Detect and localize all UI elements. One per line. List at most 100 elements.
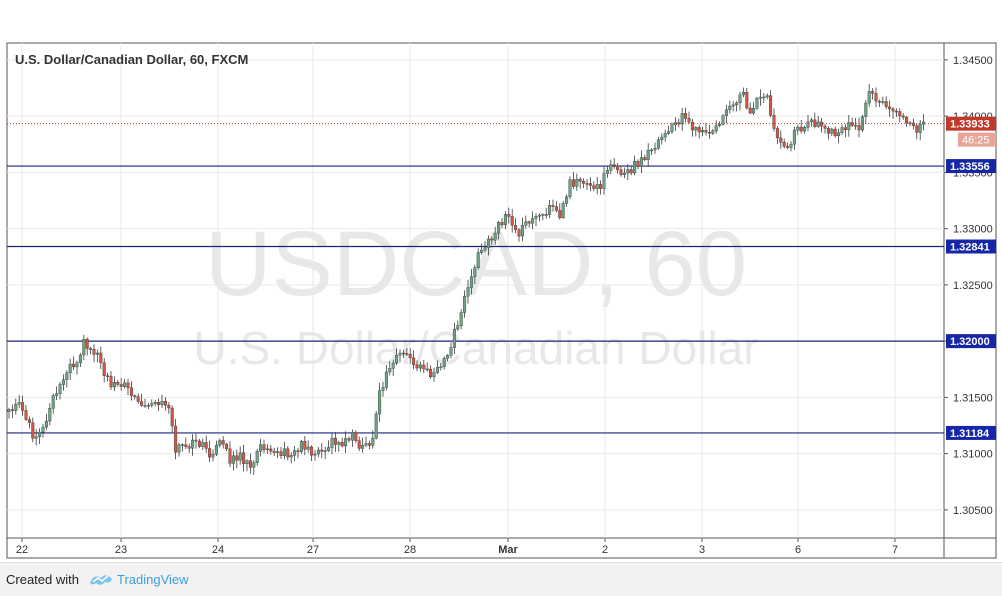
- candle-body: [374, 413, 378, 439]
- tradingview-logo-icon[interactable]: [88, 569, 114, 589]
- candle-body: [123, 382, 127, 387]
- candle-body: [847, 122, 851, 130]
- candle-body: [690, 121, 694, 131]
- candle-body: [779, 137, 783, 143]
- candle-body: [571, 179, 575, 187]
- candle-body: [694, 127, 698, 131]
- candle-body: [704, 129, 708, 133]
- candle-body: [762, 96, 766, 99]
- candle-body: [422, 364, 426, 370]
- candle-body: [755, 97, 759, 109]
- plot-frame: [6, 42, 997, 559]
- candle-body: [646, 149, 650, 160]
- candle-body: [160, 401, 164, 405]
- level-label-bg: [946, 239, 996, 254]
- candle-body: [228, 448, 232, 464]
- candle-body: [595, 184, 599, 189]
- candle-body: [772, 115, 776, 129]
- candle-body: [415, 364, 419, 369]
- candle-body: [357, 440, 361, 449]
- watermark-symbol: USDCAD, 60: [205, 213, 747, 315]
- candle-body: [741, 91, 745, 96]
- candle-body: [163, 401, 167, 406]
- candles-group: [7, 84, 926, 475]
- candle-body: [575, 178, 579, 187]
- candle-body: [85, 338, 89, 349]
- candle-body: [296, 450, 300, 452]
- candle-body: [153, 402, 157, 404]
- candle-body: [279, 451, 283, 456]
- candle-body: [282, 448, 286, 456]
- candle-body: [612, 164, 616, 166]
- candle-body: [218, 440, 222, 446]
- y-tick-label: 1.34500: [953, 55, 993, 67]
- candle-body: [714, 125, 718, 132]
- candle-body: [21, 402, 25, 411]
- candle-body: [843, 127, 847, 130]
- candle-body: [306, 446, 310, 450]
- candle-body: [463, 295, 467, 313]
- candle-body: [758, 96, 762, 99]
- candle-body: [269, 448, 273, 452]
- candle-body: [109, 375, 113, 388]
- candle-body: [235, 455, 239, 461]
- candle-body: [184, 444, 188, 447]
- candle-body: [588, 183, 592, 186]
- candle-body: [41, 426, 45, 433]
- candle-body: [201, 442, 205, 447]
- level-label: 1.32841: [950, 242, 990, 254]
- level-label: 1.32000: [950, 336, 990, 348]
- candle-body: [459, 312, 463, 326]
- candle-body: [544, 214, 548, 216]
- candle-body: [388, 368, 392, 373]
- candle-body: [568, 179, 572, 197]
- candle-body: [310, 446, 314, 456]
- candle-body: [102, 362, 106, 376]
- candle-body: [541, 214, 545, 216]
- candle-body: [265, 448, 269, 451]
- candle-body: [724, 109, 728, 116]
- x-tick-label: 24: [212, 544, 224, 556]
- candle-body: [75, 362, 79, 368]
- y-tick-label: 1.31000: [953, 449, 993, 461]
- candle-body: [629, 169, 633, 174]
- candle-body: [891, 108, 895, 112]
- candle-body: [58, 384, 62, 394]
- candle-body: [898, 111, 902, 117]
- candle-body: [401, 352, 405, 355]
- candle-body: [38, 431, 42, 437]
- candle-body: [418, 364, 422, 369]
- candle-body: [840, 127, 844, 133]
- candle-body: [718, 124, 722, 126]
- candle-body: [323, 450, 327, 452]
- candle-body: [874, 93, 878, 102]
- candle-body: [558, 210, 562, 218]
- candle-body: [320, 449, 324, 452]
- price-chart[interactable]: 1.30500 1.31000 1.31500 1.32000 1.32500 1.330…: [0, 0, 1002, 562]
- candle-body: [82, 338, 86, 356]
- tradingview-link[interactable]: TradingView: [117, 572, 189, 587]
- candle-body: [769, 95, 773, 116]
- candle-body: [340, 442, 344, 447]
- x-tick-label: 28: [404, 544, 416, 556]
- candle-body: [116, 382, 120, 385]
- x-tick-label: 7: [892, 544, 898, 556]
- candle-body: [31, 422, 35, 439]
- candle-body: [806, 121, 810, 128]
- candle-body: [830, 128, 834, 134]
- candle-body: [918, 124, 922, 133]
- candle-body: [792, 129, 796, 145]
- candle-body: [731, 104, 735, 107]
- candle-body: [354, 432, 358, 441]
- candle-body: [225, 443, 229, 450]
- candle-body: [398, 352, 402, 356]
- candle-body: [823, 125, 827, 129]
- candle-body: [211, 454, 215, 458]
- candle-body: [524, 221, 528, 226]
- candle-body: [534, 216, 538, 219]
- candle-body: [14, 403, 18, 411]
- candle-body: [286, 448, 290, 458]
- candle-body: [473, 267, 477, 277]
- candle-body: [809, 119, 813, 123]
